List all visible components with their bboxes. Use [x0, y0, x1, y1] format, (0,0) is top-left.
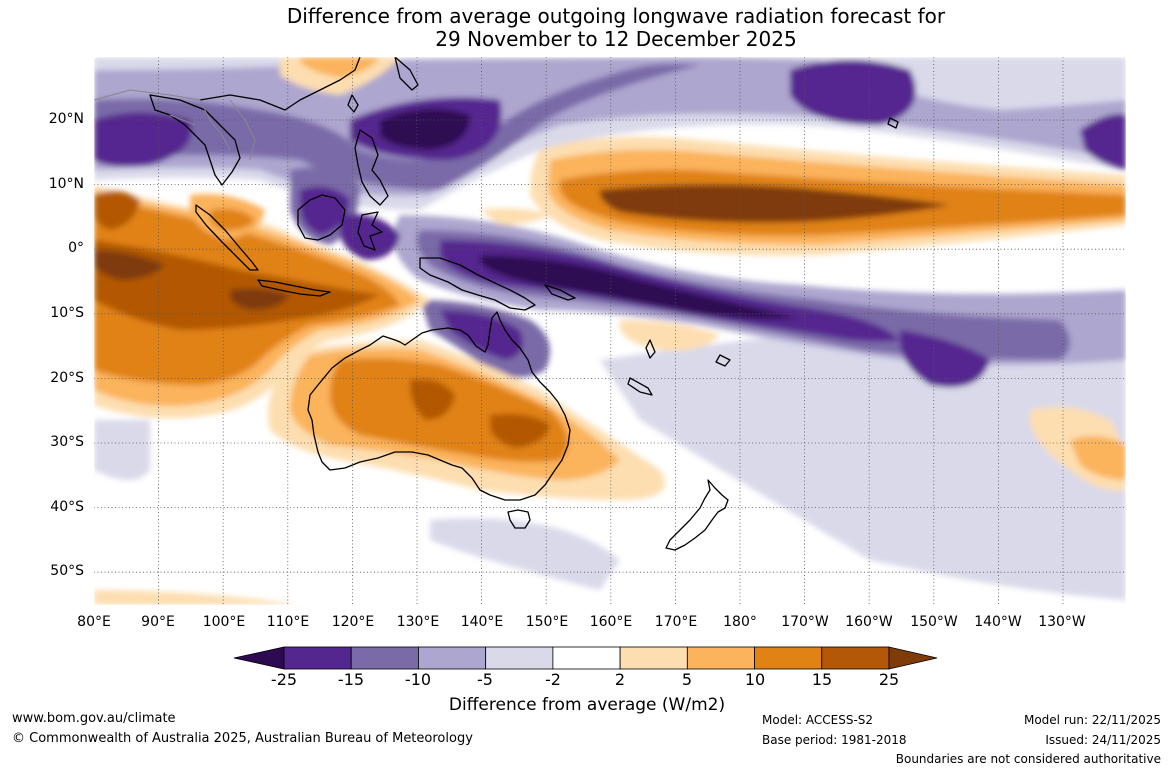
- china-coast: [199, 57, 361, 111]
- lon-label-170w: 170°W: [781, 614, 829, 630]
- new-zealand-coast: [665, 479, 729, 551]
- sulawesi-coast: [357, 211, 383, 251]
- lon-label-160e: 160°E: [589, 614, 633, 630]
- map-title-line2: 29 November to 12 December 2025: [435, 27, 797, 51]
- colorbar-tick: -5: [477, 670, 493, 689]
- colorbar-tick: 15: [811, 670, 833, 689]
- sumatra-coast: [195, 204, 259, 271]
- copyright-text: © Commonwealth of Australia 2025, Austra…: [12, 731, 473, 746]
- fiji-coast: [715, 354, 731, 367]
- lon-label-180: 180°: [723, 614, 757, 630]
- lon-label-120e: 120°E: [331, 614, 375, 630]
- lon-label-140e: 140°E: [460, 614, 504, 630]
- model-text: Model: ACCESS-S2: [762, 713, 874, 727]
- indochina-coast: [149, 94, 241, 186]
- map-frame: [93, 56, 1127, 606]
- graticule: [94, 57, 1126, 605]
- colorbar-tick: 25: [878, 670, 900, 689]
- borneo-coast: [297, 194, 346, 241]
- issued-text: Issued: 24/11/2025: [1045, 733, 1161, 747]
- map-title-line1: Difference from average outgoing longwav…: [286, 4, 946, 28]
- colorbar-tick: 5: [681, 670, 693, 689]
- anomaly-field: [94, 57, 1126, 605]
- lon-label-150w: 150°W: [910, 614, 958, 630]
- hawaii-coast: [887, 117, 899, 129]
- taiwan-coast: [347, 94, 359, 113]
- colorbar-tick: 10: [744, 670, 766, 689]
- lon-label-130w: 130°W: [1038, 614, 1086, 630]
- colorbar-tick: 2: [614, 670, 626, 689]
- lat-label-30s: 30°S: [50, 434, 84, 450]
- tasmania-coast: [507, 509, 531, 529]
- lat-label-10s: 10°S: [50, 305, 84, 321]
- new-guinea-coast: [419, 257, 536, 311]
- lon-label-80e: 80°E: [77, 614, 111, 630]
- disclaimer-text: Boundaries are not considered authoritat…: [895, 752, 1161, 766]
- model-run-text: Model run: 22/11/2025: [1023, 713, 1161, 727]
- lat-label-0: 0°: [68, 240, 84, 256]
- australia-coast: [307, 311, 571, 501]
- colorbar-label: Difference from average (W/m2): [448, 695, 726, 715]
- colorbar-tick: -10: [404, 670, 432, 689]
- japan-coast: [394, 57, 419, 91]
- base-period-text: Base period: 1981-2018: [762, 733, 907, 747]
- lon-label-170e: 170°E: [654, 614, 698, 630]
- lon-label-140w: 140°W: [974, 614, 1022, 630]
- lat-label-50s: 50°S: [50, 563, 84, 579]
- lon-label-160w: 160°W: [845, 614, 893, 630]
- philippines-coast: [354, 129, 389, 206]
- lon-label-110e: 110°E: [266, 614, 310, 630]
- lon-label-130e: 130°E: [396, 614, 440, 630]
- solomons-coast: [544, 284, 576, 301]
- lat-label-20n: 20°N: [48, 111, 84, 127]
- lon-label-150e: 150°E: [525, 614, 569, 630]
- lat-label-20s: 20°S: [50, 370, 84, 386]
- coastlines: [149, 57, 899, 551]
- map-plot-area: [94, 57, 1126, 605]
- lon-label-100e: 100°E: [202, 614, 246, 630]
- website-link[interactable]: www.bom.gov.au/climate: [12, 711, 176, 726]
- lat-label-40s: 40°S: [50, 499, 84, 515]
- java-coast: [257, 279, 331, 297]
- lon-label-90e: 90°E: [141, 614, 175, 630]
- lat-label-10n: 10°N: [48, 176, 84, 192]
- colorbar-tick: -25: [270, 670, 298, 689]
- vanuatu-coast: [645, 339, 656, 359]
- colorbar-tick: -15: [337, 670, 365, 689]
- new-caledonia-coast: [627, 377, 653, 396]
- country-boundaries: [94, 89, 256, 161]
- colorbar-tick: -2: [545, 670, 561, 689]
- anomaly-map: [93, 56, 1127, 606]
